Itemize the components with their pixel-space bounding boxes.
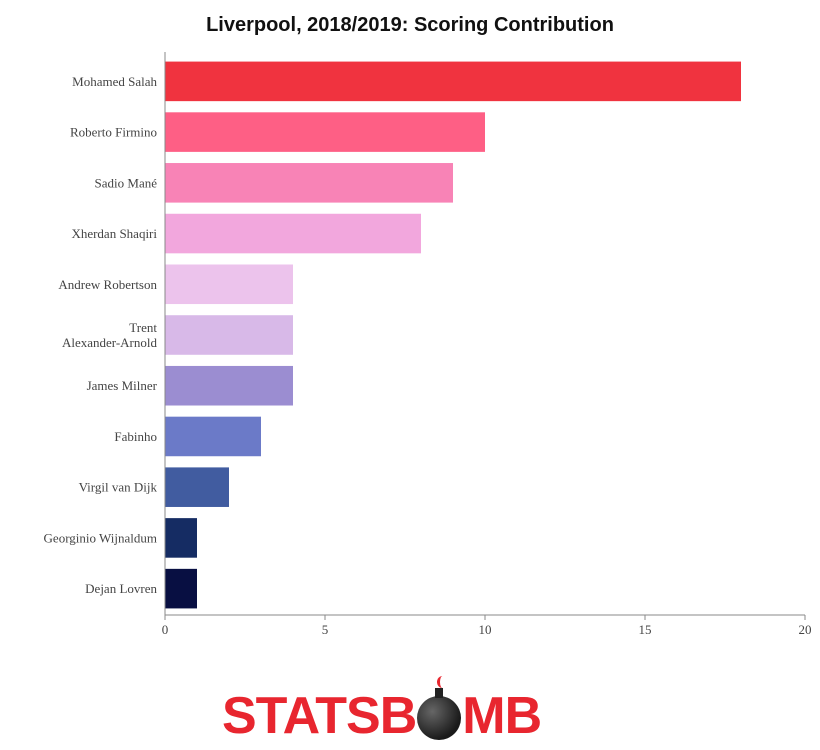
- category-label: James Milner: [87, 378, 158, 393]
- bomb-icon: [417, 676, 462, 740]
- bar-sadio-man-: [165, 163, 453, 203]
- category-label: Roberto Firmino: [70, 125, 157, 140]
- bar-james-milner: [165, 365, 293, 406]
- bar-andrew-robertson: [165, 264, 293, 305]
- chart-title: Liverpool, 2018/2019: Scoring Contributi…: [206, 14, 614, 36]
- logo-text-left: STATSB: [222, 687, 417, 745]
- category-label: Mohamed Salah: [72, 74, 157, 89]
- bar-xherdan-shaqiri: [165, 213, 421, 254]
- category-label: Fabinho: [114, 429, 157, 444]
- category-label: Xherdan Shaqiri: [71, 226, 157, 241]
- bar-virgil-van-dijk: [165, 467, 229, 507]
- category-label: Georginio Wijnaldum: [44, 530, 157, 545]
- bar-chart: Mohamed Salah Roberto Firmino Sadio Mané Xh…: [44, 52, 812, 637]
- statsbomb-logo: STATSB MB: [222, 676, 602, 746]
- category-label: Dejan Lovren: [85, 581, 157, 596]
- category-label: Sadio Mané: [95, 175, 158, 190]
- x-tick-label: 20: [799, 622, 812, 637]
- bar-roberto-firmino: [165, 112, 485, 152]
- logo-text-right: MB: [462, 687, 542, 745]
- category-label: Virgil van Dijk: [79, 480, 158, 495]
- category-label: Andrew Robertson: [58, 277, 157, 292]
- bar-dejan-lovren: [165, 568, 197, 609]
- x-tick-label: 5: [322, 622, 329, 637]
- x-tick-label: 15: [639, 622, 652, 637]
- x-tick-label: 0: [162, 622, 169, 637]
- x-tick-label: 10: [479, 622, 492, 637]
- bar-trent-alexander-arnold: [165, 315, 293, 355]
- category-label: Trent Alexander-Arnold: [62, 320, 158, 350]
- bar-mohamed-salah: [165, 61, 741, 102]
- bar-georginio-wijnaldum: [165, 518, 197, 558]
- bar-fabinho: [165, 416, 261, 457]
